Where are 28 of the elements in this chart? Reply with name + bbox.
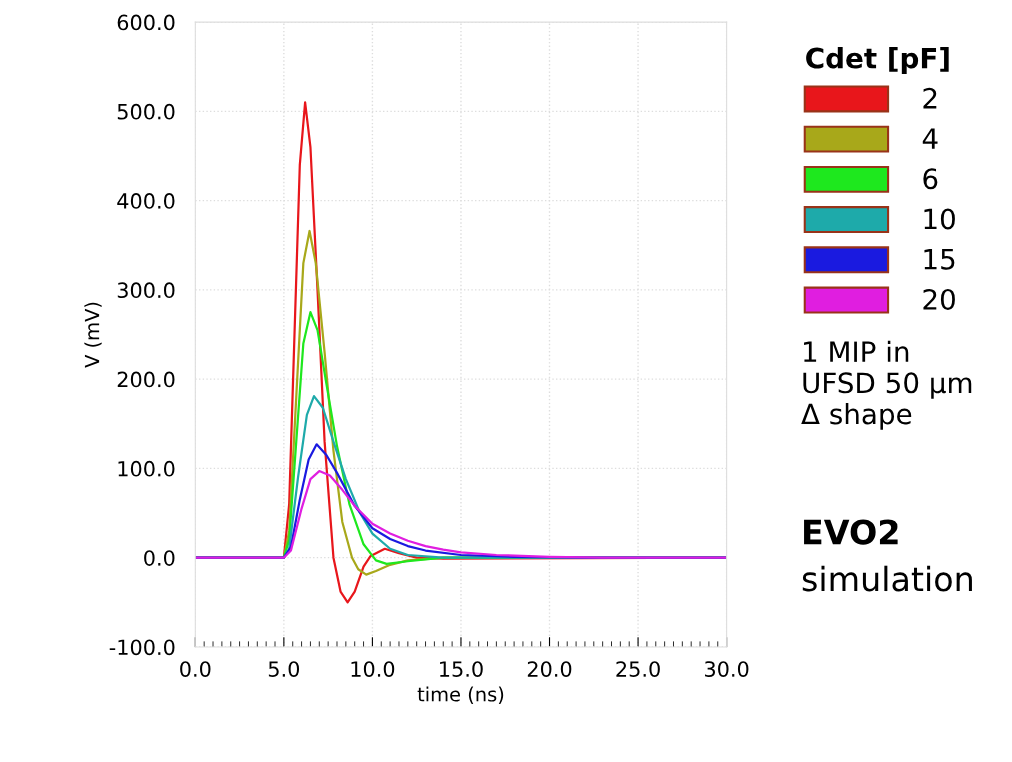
x-tick-label: 25.0 [616, 661, 660, 677]
x-axis-title: time (ns) [417, 686, 504, 704]
legend-label: 20 [923, 288, 955, 310]
legend-label: 4 [922, 128, 938, 149]
legend-title: Cdet [pF] [806, 47, 949, 74]
y-tick-label: 0.0 [144, 550, 175, 566]
legend-label: 10 [924, 208, 955, 230]
x-tick-label: 5.0 [268, 661, 300, 677]
x-tick-label: 0.0 [180, 661, 211, 677]
y-tick-label: 200.0 [117, 371, 175, 388]
y-tick-label: 600.0 [117, 14, 175, 31]
x-tick-label: 15.0 [440, 661, 483, 677]
legend-label: 6 [923, 168, 938, 190]
legend-label: 2 [923, 87, 937, 109]
y-tick-label: 400.0 [117, 193, 175, 209]
line-series [195, 469, 727, 559]
text: 1 MIP in UFSD 50 µm Δ shape [801, 340, 972, 430]
y-tick-label: 100.0 [118, 460, 175, 477]
x-tick-label: 20.0 [527, 661, 572, 677]
y-tick-label: -100.0 [109, 639, 175, 656]
y-axis-title: V (mV) [84, 302, 102, 368]
y-tick-label: 500.0 [117, 103, 175, 120]
text: EVO2 [804, 519, 898, 545]
y-tick-label: 300.0 [117, 282, 175, 299]
text: simulation [802, 565, 972, 592]
legend-label: 15 [924, 249, 955, 270]
x-tick-label: 30.0 [705, 661, 749, 677]
x-tick-label: 10.0 [351, 661, 395, 677]
